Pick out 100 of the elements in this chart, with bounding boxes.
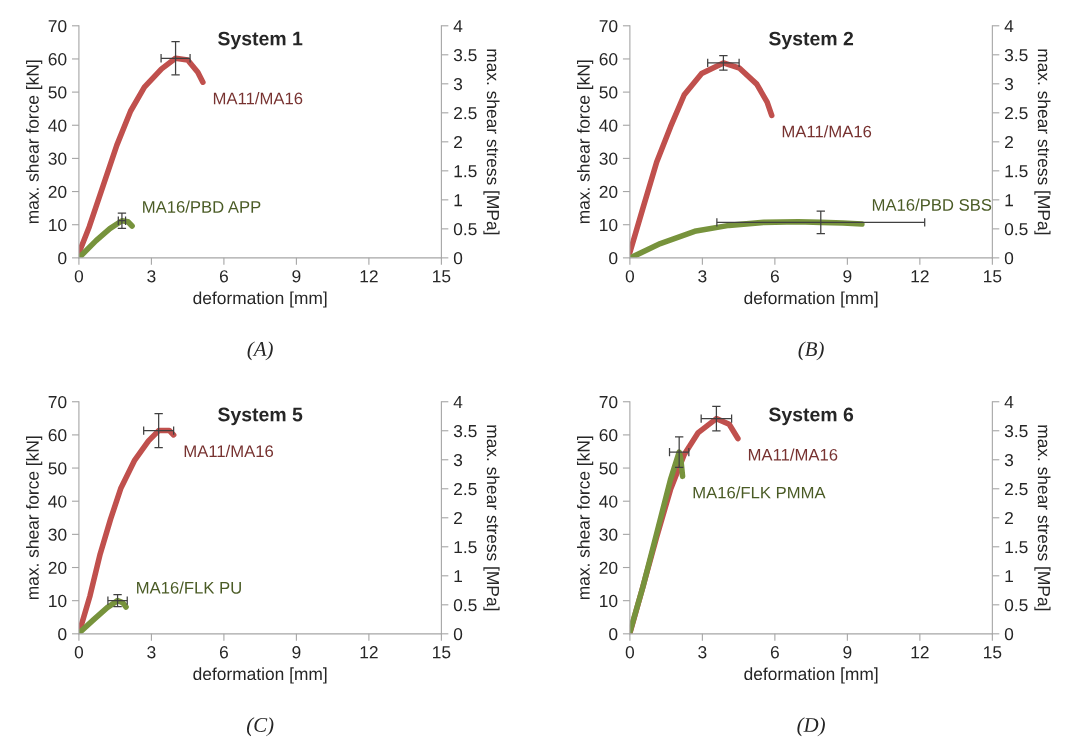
x-tick-label: 3: [698, 646, 707, 659]
x-axis-title: deformation [mm]: [744, 291, 878, 308]
x-tick-label: 0: [74, 270, 84, 283]
chart-title: System 5: [218, 407, 303, 426]
series-label: MA16/PBD APP: [143, 200, 261, 213]
x-tick-label: 0: [625, 270, 635, 283]
y-tick-label: 10: [49, 594, 67, 608]
y-tick-label: 50: [599, 86, 618, 99]
x-tick-label: 15: [984, 270, 1002, 283]
chart-title: System 2: [768, 31, 854, 50]
y2-tick-label: 1.5: [1005, 165, 1028, 178]
x-tick-label: 15: [433, 270, 451, 283]
y2-tick-label: 3: [1004, 77, 1014, 91]
y2-tick-label: 3.5: [453, 424, 477, 438]
y2-tick-label: 2: [454, 136, 462, 149]
y-tick-label: 60: [48, 429, 67, 442]
text: (A): [247, 341, 273, 361]
y-tick-label: 70: [599, 19, 618, 33]
y-tick-label: 70: [48, 395, 67, 409]
y-tick-label: 60: [48, 53, 67, 66]
chart-title: System 6: [768, 407, 854, 426]
x-tick-label: 9: [292, 646, 301, 659]
y2-tick-label: 3: [453, 77, 463, 91]
y2-tick-label: 2: [454, 511, 462, 525]
y-tick-label: 70: [599, 395, 618, 409]
x-tick-label: 0: [74, 646, 84, 659]
y-tick-label: 60: [599, 429, 618, 442]
y2-tick-label: 0: [453, 252, 463, 265]
y-tick-label: 30: [599, 528, 618, 541]
y-tick-label: 40: [599, 119, 618, 132]
y2-tick-label: 3: [453, 453, 463, 467]
text: (D): [797, 717, 825, 737]
y2-tick-label: 1.5: [454, 165, 477, 178]
y2-tick-label: 0: [453, 627, 463, 641]
y2-tick-label: 0.5: [1004, 598, 1028, 612]
y2-axis-title: max. shear stress [MPa]: [1034, 425, 1051, 611]
y-tick-label: 0: [609, 627, 618, 641]
x-axis-title: deformation [mm]: [744, 667, 878, 684]
x-tick-label: 12: [911, 646, 929, 659]
y-tick-label: 0: [58, 252, 67, 265]
x-tick-label: 12: [911, 270, 929, 283]
y2-tick-label: 0: [1004, 627, 1014, 641]
x-tick-label: 15: [984, 646, 1002, 659]
y2-tick-label: 0.5: [453, 598, 477, 612]
y2-tick-label: 2.5: [454, 482, 477, 496]
y2-tick-label: 2.5: [1005, 482, 1028, 496]
chart-title: System 1: [218, 31, 303, 50]
series-label: MA16/FLK PU: [137, 581, 241, 594]
series-label: MA11/MA16: [748, 448, 838, 461]
y-axis-title: max. shear force [kN]: [577, 60, 594, 224]
y2-axis-title: max. shear stress [MPa]: [1034, 49, 1051, 235]
y-tick-label: 20: [599, 561, 618, 574]
y-tick-label: 0: [58, 627, 67, 641]
y2-tick-label: 2: [1005, 136, 1013, 149]
y-axis-title: max. shear force [kN]: [26, 60, 43, 224]
y2-tick-label: 1.5: [454, 541, 477, 554]
series-label: MA11/MA16: [184, 444, 274, 458]
x-tick-label: 3: [147, 646, 156, 659]
y-tick-label: 70: [48, 19, 67, 33]
y2-tick-label: 2.5: [454, 106, 477, 120]
y-tick-label: 50: [48, 86, 67, 99]
x-axis-title: deformation [mm]: [193, 291, 327, 308]
y-tick-label: 50: [599, 462, 618, 475]
y-tick-label: 10: [600, 218, 618, 232]
text: (C): [247, 717, 274, 737]
y-tick-label: 10: [49, 218, 67, 232]
x-tick-label: 15: [433, 646, 451, 659]
y-tick-label: 20: [599, 185, 618, 199]
y2-tick-label: 4: [453, 396, 463, 409]
y-axis-title: max. shear force [kN]: [26, 436, 43, 600]
y2-tick-label: 2.5: [1005, 106, 1028, 120]
x-tick-label: 6: [219, 646, 228, 659]
y2-tick-label: 0: [1004, 252, 1014, 265]
y-tick-label: 40: [48, 119, 67, 132]
y-tick-label: 60: [599, 53, 618, 66]
y-tick-label: 10: [600, 594, 618, 608]
x-tick-label: 9: [292, 270, 301, 283]
y2-tick-label: 4: [1004, 396, 1014, 409]
x-tick-label: 12: [360, 646, 378, 659]
y2-tick-label: 1.5: [1005, 541, 1028, 554]
x-tick-label: 3: [147, 270, 156, 283]
series-label: MA11/MA16: [213, 92, 303, 105]
series-label: MA16/FLK PMMA: [693, 486, 826, 499]
y2-tick-label: 2: [1005, 511, 1013, 525]
x-tick-label: 6: [770, 646, 779, 659]
x-tick-label: 6: [219, 270, 228, 283]
y2-axis-title: max. shear stress [MPa]: [483, 49, 500, 235]
y-tick-label: 30: [599, 152, 618, 165]
y2-tick-label: 3.5: [1004, 424, 1028, 438]
y-tick-label: 40: [599, 495, 618, 508]
x-tick-label: 9: [843, 270, 852, 283]
y2-tick-label: 1: [454, 570, 462, 583]
y-tick-label: 50: [48, 462, 67, 475]
series-label: MA16/PBD SBS: [872, 198, 992, 211]
series-label: MA11/MA16: [782, 125, 872, 138]
y-tick-label: 20: [48, 561, 67, 574]
y-tick-label: 0: [609, 252, 618, 265]
y2-tick-label: 3: [1004, 453, 1014, 467]
y2-tick-label: 0.5: [453, 223, 477, 236]
x-tick-label: 9: [843, 646, 852, 659]
